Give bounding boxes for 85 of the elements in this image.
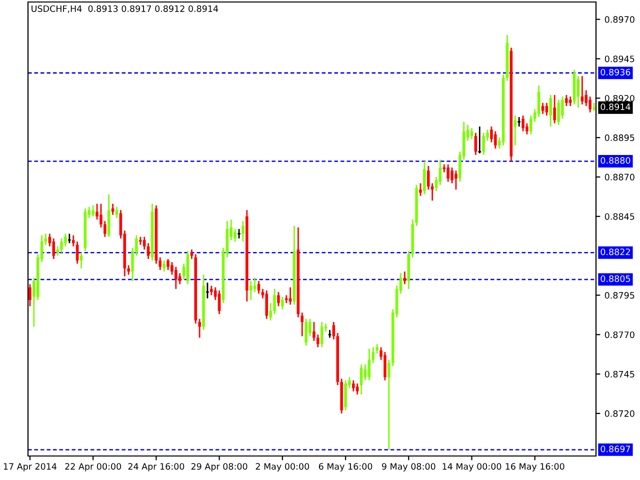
candlestick xyxy=(522,114,524,132)
candlestick xyxy=(426,165,430,190)
x-tick-label: 16 May 16:00 xyxy=(506,463,564,472)
x-tick-label: 9 May 08:00 xyxy=(382,463,436,472)
candlestick xyxy=(146,242,150,260)
candlestick xyxy=(190,248,194,260)
y-tick-label: 0.8870 xyxy=(604,174,634,180)
ref-line-label: 0.8822 xyxy=(600,248,630,256)
candlestick xyxy=(494,130,497,150)
candlestick xyxy=(281,296,284,310)
candlestick xyxy=(526,122,528,136)
candlestick xyxy=(277,291,280,307)
ref-line-label: 0.8936 xyxy=(600,68,630,76)
candlestick xyxy=(158,256,162,271)
candlestick xyxy=(576,75,580,108)
candlestick xyxy=(356,382,359,396)
candlestick xyxy=(517,116,522,128)
x-tick-label: 6 May 16:00 xyxy=(318,463,372,472)
candlestick xyxy=(92,204,94,218)
chart-title: USDCHF,H4 0.8913 0.8917 0.8912 0.8914 xyxy=(32,5,218,13)
candlestick xyxy=(265,290,268,320)
candlestick xyxy=(60,238,63,254)
candlestick xyxy=(537,84,540,118)
candlestick xyxy=(332,321,336,340)
x-tick-label: 17 Apr 2014 xyxy=(4,463,57,472)
candlestick xyxy=(450,166,454,184)
candlestick xyxy=(64,233,67,248)
y-tick-label: 0.8745 xyxy=(604,370,634,378)
candlestick xyxy=(482,132,485,156)
annotation: 0.8914 xyxy=(600,104,630,110)
y-tick-label: 0.8970 xyxy=(604,16,634,23)
candlestick xyxy=(561,96,564,120)
y-tick-label: 0.8895 xyxy=(604,134,634,142)
y-tick-label: 0.8795 xyxy=(604,292,634,299)
y-tick-label: 0.8945 xyxy=(604,56,634,62)
candlestick xyxy=(115,206,118,219)
candlestick xyxy=(218,290,221,315)
candlestick xyxy=(565,94,568,107)
y-tick-label: 0.8720 xyxy=(604,410,634,417)
candlestick xyxy=(352,380,355,392)
candlestick xyxy=(96,203,98,220)
candlestick xyxy=(372,346,375,364)
x-tick-label: 14 May 00:00 xyxy=(442,463,502,472)
x-tick-label: 29 Apr 08:00 xyxy=(191,463,248,472)
x-tick-label: 22 Apr 00:00 xyxy=(65,463,122,472)
candlestick xyxy=(545,102,548,116)
candlestick xyxy=(316,334,320,348)
candlestick xyxy=(549,94,552,128)
x-tick-label: 24 Apr 16:00 xyxy=(128,463,184,472)
candlestick xyxy=(541,102,544,115)
candlestick xyxy=(210,285,213,296)
candlestick xyxy=(423,160,426,196)
candlestick xyxy=(384,351,386,382)
candlestick xyxy=(174,266,178,290)
x-tick-label: 2 May 00:00 xyxy=(256,463,310,472)
candlestick xyxy=(557,99,560,126)
candlestick xyxy=(56,246,59,256)
ref-line-label: 0.8805 xyxy=(600,275,630,282)
candlestick xyxy=(584,90,588,107)
candlestick xyxy=(166,258,170,271)
candlestick xyxy=(52,238,56,260)
candlestick xyxy=(360,364,363,396)
candlestick xyxy=(320,321,324,348)
y-tick-label: 0.8770 xyxy=(604,331,634,338)
candlestick xyxy=(344,380,347,411)
candlestick xyxy=(568,96,572,107)
candlestick xyxy=(478,126,482,154)
candlestick xyxy=(446,164,450,182)
candlestick xyxy=(242,220,244,242)
y-tick-label: 0.8845 xyxy=(604,213,634,220)
ref-line-label: 0.8697 xyxy=(600,446,630,452)
candlestick xyxy=(580,75,584,106)
candlestick xyxy=(28,283,32,307)
candlestick xyxy=(553,94,556,124)
candlestick xyxy=(514,114,517,146)
y-tick-label: 0.8920 xyxy=(604,94,634,102)
candlestick xyxy=(454,170,458,190)
candlestick xyxy=(304,318,308,346)
candlestick xyxy=(300,312,304,337)
candlestick xyxy=(419,182,422,197)
candlestick xyxy=(474,132,478,156)
candlestick xyxy=(142,236,146,250)
candlestick xyxy=(162,260,166,272)
ref-line-label: 0.8880 xyxy=(600,157,630,164)
candlestick xyxy=(257,280,260,294)
